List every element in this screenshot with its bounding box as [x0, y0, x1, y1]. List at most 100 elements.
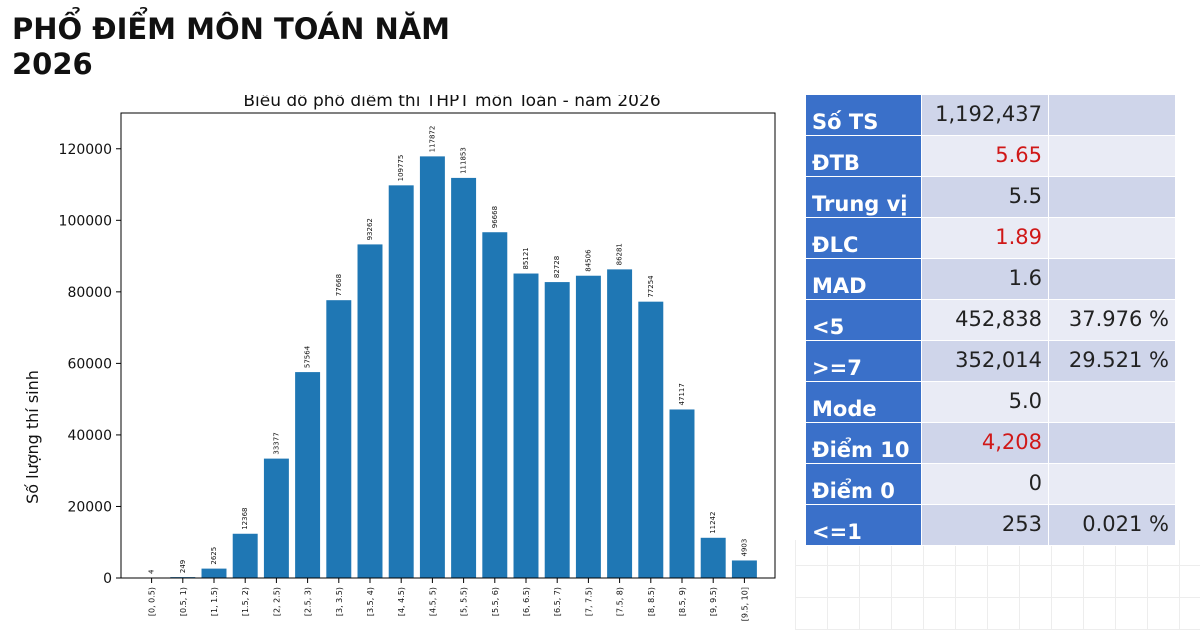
bar-value-label: 109775 [397, 155, 405, 182]
stats-percent: 37.976 % [1048, 299, 1176, 341]
stats-percent: 29.521 % [1048, 340, 1176, 382]
x-tick-label: [0, 0.5) [148, 587, 157, 616]
stats-row: >=7 352,014 29.521 % [805, 340, 1176, 382]
stats-row: Điểm 10 4,208 [805, 422, 1176, 464]
x-tick-label: [8, 8.5) [647, 587, 656, 616]
x-tick-label: [7.5, 8) [616, 587, 625, 616]
stats-percent [1048, 135, 1176, 177]
bar-value-label: 57564 [304, 345, 312, 368]
bar-value-label: 84506 [584, 249, 592, 272]
chart-title: Biểu đồ phổ điểm thi THPT môn Toán - năm… [243, 95, 660, 111]
bar-value-label: 249 [179, 560, 187, 573]
background-grid [795, 540, 1200, 630]
x-axis: [0, 0.5) [0.5, 1) [1, 1.5) [1.5, 2) [2, 2.5)… [148, 578, 749, 621]
stats-percent [1048, 381, 1176, 423]
x-tick-label: [9, 9.5) [709, 587, 718, 616]
stats-row: ĐLC 1.89 [805, 217, 1176, 259]
stats-label: Mode [805, 381, 922, 423]
bar [232, 533, 258, 578]
bar-labels-group: 4 249 2625 12368 33377 57564 77668 93262 109775 1… [148, 126, 749, 574]
stats-label: <=1 [805, 504, 922, 546]
stats-row: Mode 5.0 [805, 381, 1176, 423]
bar [638, 301, 664, 578]
stats-value: 1.6 [921, 258, 1049, 300]
bar [388, 185, 414, 578]
x-tick-label: [5, 5.5) [460, 587, 469, 616]
stats-percent [1048, 463, 1176, 505]
bar-value-label: 4 [148, 569, 156, 574]
stats-label: ĐTB [805, 135, 922, 177]
stats-value: 4,208 [921, 422, 1049, 464]
bar [326, 300, 352, 578]
x-tick-label: [0.5, 1) [179, 587, 188, 616]
chart-svg: Biểu đồ phổ điểm thi THPT môn Toán - năm… [23, 95, 776, 621]
stats-value: 253 [921, 504, 1049, 546]
x-tick-label: [4, 4.5) [397, 587, 406, 616]
bar-value-label: 82728 [553, 256, 561, 278]
x-tick-label: [1, 1.5) [210, 587, 219, 616]
bar [575, 275, 601, 578]
bar-value-label: 86281 [616, 243, 624, 265]
y-axis-label: Số lượng thí sinh [23, 370, 42, 504]
stats-value: 452,838 [921, 299, 1049, 341]
stats-label: Số TS [805, 94, 922, 136]
stats-label: MAD [805, 258, 922, 300]
x-tick-label: [5.5, 6) [491, 587, 500, 616]
stats-value: 0 [921, 463, 1049, 505]
x-tick-label: [6, 6.5) [522, 587, 531, 616]
y-tick-label: 40000 [67, 428, 112, 444]
stats-percent [1048, 422, 1176, 464]
x-tick-label: [8.5, 9) [678, 587, 687, 616]
histogram-chart: Biểu đồ phổ điểm thi THPT môn Toán - năm… [12, 95, 793, 630]
stats-percent [1048, 94, 1176, 136]
stats-value: 1.89 [921, 217, 1049, 259]
stats-value: 1,192,437 [921, 94, 1049, 136]
bar-value-label: 47117 [678, 383, 686, 405]
stats-label: <5 [805, 299, 922, 341]
y-axis: 0 20000 40000 60000 80000 100000 120000 [59, 142, 121, 587]
x-tick-label: [7, 7.5) [584, 587, 593, 616]
bar [263, 458, 289, 578]
bar-value-label: 96668 [491, 206, 499, 228]
bar [731, 560, 757, 578]
x-tick-label: [4.5, 5) [428, 587, 437, 616]
bars-group [139, 156, 757, 578]
y-tick-label: 60000 [67, 356, 112, 372]
x-tick-label: [2, 2.5) [272, 587, 281, 616]
bar-value-label: 85121 [522, 247, 530, 269]
stats-row: ĐTB 5.65 [805, 135, 1176, 177]
bar-value-label: 77254 [647, 275, 655, 298]
stats-percent [1048, 258, 1176, 300]
page-title: PHỔ ĐIỂM MÔN TOÁN NĂM 2026 [12, 12, 451, 81]
stats-value: 5.65 [921, 135, 1049, 177]
bar-value-label: 93262 [366, 218, 374, 240]
stats-row: Số TS 1,192,437 [805, 94, 1176, 136]
plot-frame [120, 112, 776, 579]
y-tick-label: 120000 [59, 142, 112, 158]
bar-value-label: 117872 [428, 126, 436, 153]
stats-percent: 0.021 % [1048, 504, 1176, 546]
stats-label: Trung vị [805, 176, 922, 218]
bar [357, 244, 383, 578]
bar [700, 537, 726, 578]
bar [201, 568, 227, 578]
stats-table: Số TS 1,192,437 ĐTB 5.65 Trung vị 5.5 ĐLC 1.89 M… [805, 94, 1176, 546]
stats-row: <5 452,838 37.976 % [805, 299, 1176, 341]
stats-label: >=7 [805, 340, 922, 382]
bar [419, 156, 445, 578]
y-tick-label: 100000 [59, 213, 112, 229]
stats-value: 352,014 [921, 340, 1049, 382]
x-tick-label: [6.5, 7) [553, 587, 562, 616]
bar [669, 409, 695, 578]
x-tick-label: [3.5, 4) [366, 587, 375, 616]
bar-value-label: 4903 [740, 539, 748, 557]
bar-value-label: 33377 [272, 432, 280, 454]
bar [295, 372, 321, 578]
stats-row: Trung vị 5.5 [805, 176, 1176, 218]
bar-value-label: 2625 [210, 547, 218, 565]
stats-row: MAD 1.6 [805, 258, 1176, 300]
bar [482, 232, 508, 578]
stats-label: ĐLC [805, 217, 922, 259]
bar-value-label: 12368 [241, 507, 249, 529]
